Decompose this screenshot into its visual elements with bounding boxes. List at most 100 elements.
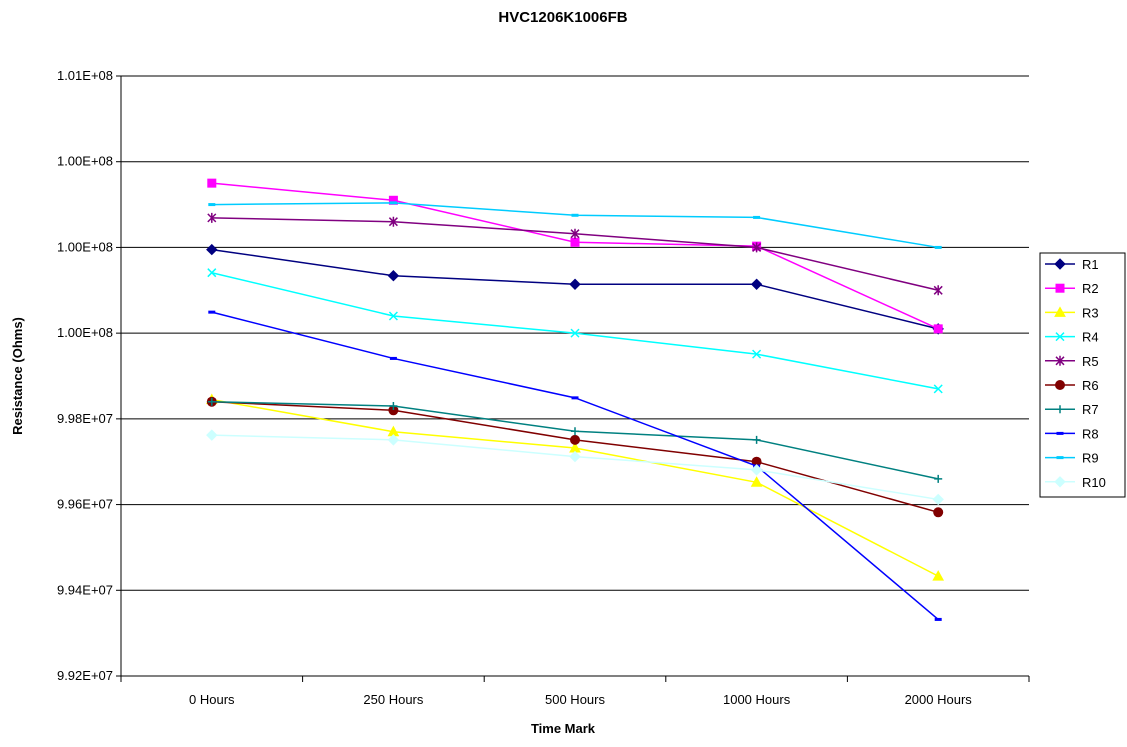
legend-item-r4: R4 xyxy=(1045,330,1099,345)
series-r4 xyxy=(207,268,943,394)
legend-item-r9: R9 xyxy=(1045,451,1099,466)
y-axis-title: Resistance (Ohms) xyxy=(10,317,25,435)
data-point xyxy=(208,310,216,314)
legend-item-r7: R7 xyxy=(1045,402,1099,417)
legend-item-r1: R1 xyxy=(1045,257,1099,272)
data-point xyxy=(208,203,216,207)
x-axis-title: Time Mark xyxy=(531,721,596,736)
data-point xyxy=(207,212,217,223)
data-point xyxy=(1056,456,1064,460)
data-point xyxy=(570,228,580,239)
data-point xyxy=(933,507,944,518)
legend-item-r6: R6 xyxy=(1045,378,1099,393)
data-point xyxy=(933,324,943,334)
data-point xyxy=(1054,306,1066,317)
data-point xyxy=(1056,405,1064,414)
data-point xyxy=(389,201,397,205)
data-point xyxy=(752,349,762,359)
data-point xyxy=(388,405,399,416)
data-point xyxy=(932,493,944,506)
legend-label: R4 xyxy=(1082,330,1099,345)
x-tick-labels: 0 Hours 250 Hours 500 Hours 1000 Hours 2000 … xyxy=(189,692,972,707)
legend-item-r5: R5 xyxy=(1045,354,1099,369)
data-point xyxy=(206,429,218,441)
y-tick-label: 9.98E+07 xyxy=(57,411,113,426)
legend-label: R3 xyxy=(1082,305,1099,320)
data-point xyxy=(388,216,398,227)
data-point xyxy=(387,270,400,282)
x-tick-label: 2000 Hours xyxy=(905,692,973,707)
data-point xyxy=(751,456,762,467)
data-point xyxy=(388,195,398,205)
legend-label: R8 xyxy=(1082,426,1099,441)
legend-item-r10: R10 xyxy=(1045,475,1106,490)
chart-title: HVC1206K1006FB xyxy=(498,9,627,26)
data-point xyxy=(570,328,580,338)
data-point xyxy=(1055,332,1065,342)
data-point xyxy=(569,450,581,463)
y-tick-label: 9.94E+07 xyxy=(57,582,113,597)
legend-item-r2: R2 xyxy=(1045,281,1099,296)
data-point xyxy=(934,474,943,483)
data-point xyxy=(752,435,761,444)
series-group xyxy=(205,178,945,621)
data-point xyxy=(571,427,579,436)
plot-area xyxy=(121,76,1029,676)
x-tick-label: 1000 Hours xyxy=(723,692,791,707)
legend-label: R1 xyxy=(1082,257,1099,272)
y-tick-label: 9.92E+07 xyxy=(57,668,113,683)
data-point xyxy=(1056,431,1064,435)
legend-label: R5 xyxy=(1082,354,1099,369)
data-point xyxy=(934,617,942,621)
series-r1 xyxy=(206,243,944,335)
data-point xyxy=(388,311,398,321)
data-point xyxy=(1055,283,1065,293)
data-point xyxy=(750,464,763,476)
legend-label: R9 xyxy=(1082,451,1099,466)
data-point xyxy=(570,434,580,445)
data-point xyxy=(569,278,581,290)
legend-box xyxy=(1039,252,1126,498)
data-point xyxy=(207,178,217,188)
legend-label: R7 xyxy=(1082,402,1099,417)
data-point xyxy=(571,213,579,217)
data-point xyxy=(752,242,762,253)
legend-label: R2 xyxy=(1082,281,1099,296)
data-point xyxy=(933,285,943,296)
series-r7 xyxy=(207,397,943,483)
x-tick-label: 0 Hours xyxy=(189,692,235,707)
data-point xyxy=(750,476,763,487)
data-point xyxy=(1054,258,1066,270)
data-point xyxy=(389,356,397,360)
axes xyxy=(120,76,1030,682)
legend-item-r3: R3 xyxy=(1045,305,1099,320)
y-tick-label: 1.00E+08 xyxy=(57,239,113,254)
data-point xyxy=(207,397,216,406)
data-point xyxy=(753,215,761,219)
x-tick-label: 500 Hours xyxy=(545,692,605,707)
data-point xyxy=(1055,355,1065,366)
y-tick-labels: 9.92E+07 9.94E+07 9.96E+07 9.98E+07 1.00E+08… xyxy=(57,68,121,683)
data-point xyxy=(389,402,398,410)
series-r10 xyxy=(206,429,944,506)
legend-label: R10 xyxy=(1082,475,1106,490)
legend: R1 R2 R3 R4 R5 R6 R7 R8 R9 R10 xyxy=(1039,252,1126,498)
data-point xyxy=(932,570,945,581)
y-tick-label: 9.96E+07 xyxy=(57,497,113,512)
y-tick-label: 1.00E+08 xyxy=(57,154,113,169)
data-point xyxy=(750,278,763,290)
gridlines xyxy=(121,75,1029,591)
data-point xyxy=(1055,380,1065,390)
y-tick-label: 1.01E+08 xyxy=(57,68,113,83)
data-point xyxy=(1054,476,1066,488)
series-r5 xyxy=(207,212,943,296)
data-point xyxy=(934,245,942,249)
data-point xyxy=(206,243,218,256)
data-point xyxy=(387,434,400,446)
data-point xyxy=(933,384,943,394)
data-point xyxy=(207,268,217,278)
data-point xyxy=(570,237,580,247)
data-point xyxy=(571,396,579,400)
